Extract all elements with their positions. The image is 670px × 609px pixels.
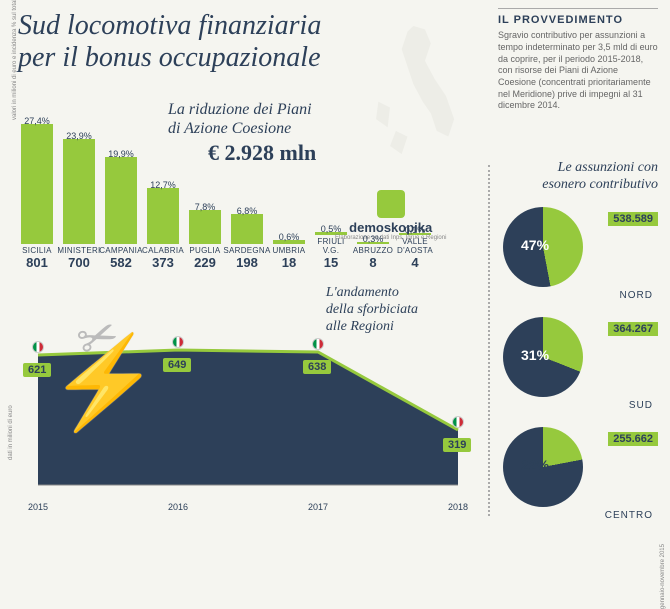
area-year-label: 2015 <box>28 502 48 512</box>
pie-region: CENTRO <box>605 510 653 521</box>
bar-value: 198 <box>236 255 258 270</box>
bar-rect <box>189 210 221 244</box>
bar-value: 582 <box>110 255 132 270</box>
bar-calabria: 12,7% CALABRIA373 <box>144 180 182 270</box>
bar-value: 15 <box>324 255 338 270</box>
area-value-label: 649 <box>163 358 191 372</box>
pie-region: NORD <box>620 290 653 301</box>
bar-label: PUGLIA <box>189 246 220 255</box>
bar-label: MINISTERI <box>57 246 100 255</box>
bar-pct: 7,8% <box>195 202 216 212</box>
bar-pct: 0,3% <box>363 234 384 244</box>
area-year-label: 2018 <box>448 502 468 512</box>
bar-rect <box>21 124 53 244</box>
area-year-label: 2016 <box>168 502 188 512</box>
pie-charts: Le assunzioni con esonero contributivo 4… <box>493 160 658 532</box>
bar-pct: 19,9% <box>108 149 134 159</box>
bar-sicilia: 27,4% SICILIA801 <box>18 116 56 270</box>
bar-value: 8 <box>369 255 376 270</box>
bar-campania: 19,9% CAMPANIA582 <box>102 149 140 270</box>
bar-value: 373 <box>152 255 174 270</box>
pie-nord: 47% 538.589 NORD <box>493 202 658 310</box>
bar-value: 229 <box>194 255 216 270</box>
bar-pct: 12,7% <box>150 180 176 190</box>
italy-flag-icon <box>312 338 324 350</box>
pie-charts-title: Le assunzioni con esonero contributivo <box>493 160 658 194</box>
bar-value: 700 <box>68 255 90 270</box>
italy-flag-icon <box>32 341 44 353</box>
bar-pct: 27,4% <box>24 116 50 126</box>
bar-sardegna: 6,8%SARDEGNA198 <box>228 206 266 270</box>
main-title: Sud locomotiva finanziaria per il bonus … <box>18 10 321 74</box>
bar-value: 4 <box>411 255 418 270</box>
pie-count: 538.589 <box>608 212 658 226</box>
bar-label: UMBRIA <box>273 246 306 255</box>
pie-side-note: gennaio-novembre 2015 <box>660 544 666 609</box>
pie-pct: 31% <box>521 347 549 363</box>
bar-pct: 23,9% <box>66 131 92 141</box>
bar-pct: 6,8% <box>237 206 258 216</box>
provvedimento-text: Sgravio contributivo per assunzioni a te… <box>498 30 658 112</box>
pie-region: SUD <box>629 400 653 411</box>
bar-label: CALABRIA <box>142 246 184 255</box>
pie-sud: 31% 364.267 SUD <box>493 312 658 420</box>
bar-chart-ylabel: valori in milioni di euro e incidenza % … <box>12 0 18 120</box>
bar-label: SARDEGNA <box>223 246 270 255</box>
area-value-label: 638 <box>303 360 331 374</box>
bar-pct: 0,1% <box>405 225 426 235</box>
bar-label: CAMPANIA <box>99 246 143 255</box>
bar-rect <box>105 157 137 244</box>
bar-label: ABRUZZO <box>353 246 393 255</box>
bar-rect <box>231 214 263 244</box>
vertical-divider <box>488 165 490 516</box>
pie-count: 364.267 <box>608 322 658 336</box>
bar-pct: 0,5% <box>321 224 342 234</box>
logo-name: demoskopika <box>335 220 446 235</box>
pie-centro: 22% 255.662 CENTRO <box>493 422 658 530</box>
bar-pct: 0,6% <box>279 232 300 242</box>
logo-mark-icon <box>377 190 405 218</box>
bar-puglia: 7,8% PUGLIA229 <box>186 202 224 270</box>
bar-value: 18 <box>282 255 296 270</box>
provvedimento-heading: IL PROVVEDIMENTO <box>498 8 658 27</box>
logo-subtitle: Elaborazione su dati Inps, Igrue e Regio… <box>335 235 446 241</box>
area-chart-ylabel: dati in milioni di euro <box>8 405 14 460</box>
demoskopika-logo: demoskopika Elaborazione su dati Inps, I… <box>335 190 446 241</box>
pie-pct: 47% <box>521 237 549 253</box>
bar-rect <box>147 188 179 244</box>
area-value-label: 319 <box>443 438 471 452</box>
bar-value: 801 <box>26 255 48 270</box>
bar-chart: valori in milioni di euro e incidenza % … <box>18 90 458 270</box>
provvedimento-box: IL PROVVEDIMENTO Sgravio contributivo pe… <box>498 8 658 112</box>
pie-count: 255.662 <box>608 432 658 446</box>
area-chart: L'andamento della sforbiciata alle Regio… <box>18 310 478 510</box>
lightning-bolt-icon: ⚡ <box>48 330 160 435</box>
bar-label: SICILIA <box>22 246 52 255</box>
italy-flag-icon <box>172 336 184 348</box>
bar-ministeri: 23,9% MINISTERI700 <box>60 131 98 270</box>
italy-flag-icon <box>452 416 464 428</box>
pie-pct: 22% <box>521 457 549 473</box>
area-year-label: 2017 <box>308 502 328 512</box>
bar-umbria: 0,6% UMBRIA18 <box>270 232 308 270</box>
bar-rect <box>63 139 95 244</box>
